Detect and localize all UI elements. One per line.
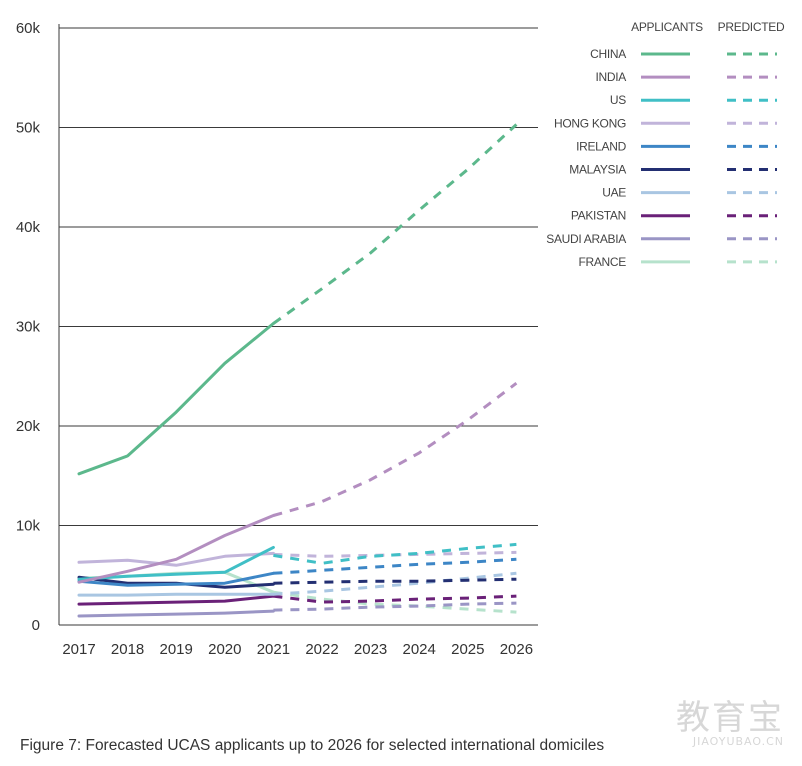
y-tick-label: 50k [16,120,41,137]
legend-entry: HONG KONG [554,116,777,130]
series-predicted-line [273,557,517,575]
series-actual-line [77,551,275,567]
watermark-latin: JIAOYUBAO.CN [692,735,784,748]
x-tick-label: 2018 [111,641,144,658]
series-predicted-line [273,577,517,585]
legend-entry: CHINA [590,47,777,61]
series-actual-line [77,571,275,587]
legend-entry: UAE [602,186,777,200]
series-pakistan [77,594,517,606]
watermark: 教育宝 JIAOYUBAO.CN [676,690,784,748]
legend-label: HONG KONG [554,116,626,130]
series-actual-line [77,514,275,584]
x-tick-label: 2026 [500,641,533,658]
series-actual-line [77,322,275,476]
watermark-chinese: 教育宝 [676,698,784,738]
legend-header-applicants: APPLICANTS [631,20,703,34]
series-predicted-line [273,594,517,604]
x-tick-label: 2024 [403,641,436,658]
series-predicted-line [272,382,518,517]
legend-entry: MALAYSIA [569,163,777,177]
x-tick-label: 2023 [354,641,387,658]
series-uae [77,571,517,597]
y-tick-label: 20k [16,418,41,435]
series-ireland [77,557,517,587]
series-actual-line [77,594,275,606]
legend-label: SAUDI ARABIA [546,232,626,246]
y-tick-label: 30k [16,319,41,336]
legend-entry: FRANCE [578,255,777,269]
legend: APPLICANTS PREDICTED CHINA INDIA US HONG KONG… [546,20,785,269]
legend-label: UAE [602,186,626,200]
y-tick-label: 0 [32,617,40,634]
series-china [77,123,518,476]
series-predicted-line [272,123,518,325]
y-tick-label: 60k [16,20,41,37]
x-tick-label: 2020 [208,641,241,658]
series-saudi-arabia [77,601,517,618]
legend-label: CHINA [590,47,626,61]
y-tick-label: 10k [16,518,41,535]
axes: 0 10k 20k 30k 40k 50k 60k 2017 2018 2019 2020 2021 2… [16,20,538,658]
series-predicted-line [273,542,517,565]
legend-entry: INDIA [595,70,777,84]
series-lines [77,123,518,618]
series-actual-line [77,545,275,581]
x-tick-label: 2022 [305,641,338,658]
legend-label: US [610,93,626,107]
legend-entry: IRELAND [576,139,777,153]
legend-entry: SAUDI ARABIA [546,232,777,246]
y-tick-label: 40k [16,219,41,236]
series-predicted-line [273,571,517,596]
grid-lines [59,27,538,526]
legend-entry: US [610,93,777,107]
series-us [77,542,517,581]
series-india [77,382,518,584]
legend-entry: PAKISTAN [571,209,777,223]
legend-label: MALAYSIA [569,163,626,177]
legend-label: PAKISTAN [571,209,626,223]
x-tick-label: 2025 [451,641,484,658]
legend-label: IRELAND [576,139,627,153]
x-tick-label: 2019 [160,641,193,658]
series-actual-line [77,592,275,597]
series-predicted-line [273,601,517,612]
legend-label: INDIA [595,70,626,84]
x-tick-label: 2021 [257,641,290,658]
series-actual-line [77,609,275,618]
figure-caption: Figure 7: Forecasted UCAS applicants up … [20,737,605,754]
x-tick-label: 2017 [62,641,95,658]
legend-header-predicted: PREDICTED [718,20,785,34]
legend-label: FRANCE [578,255,626,269]
